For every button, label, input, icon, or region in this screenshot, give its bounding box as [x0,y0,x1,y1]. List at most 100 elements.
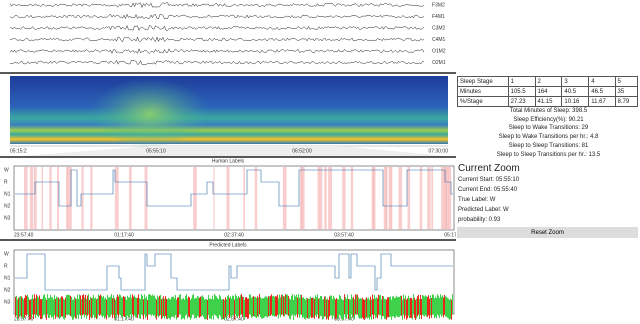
table-cell: %/Stage [457,96,509,107]
prob-bar [22,297,23,318]
eeg-trace [9,2,425,9]
prob-bar [377,298,378,319]
prob-bar [284,296,285,317]
prob-bar [259,294,260,315]
prob-bar [369,299,370,320]
prob-bar [194,298,195,319]
y-tick-label: N1 [4,191,11,197]
prob-bar [358,297,359,318]
prob-bar [401,295,402,316]
prob-bar [257,296,258,317]
prob-bar [90,296,91,317]
prob-bar [409,298,410,319]
prob-bar [256,298,257,319]
panel-title: Predicted Labels [209,242,247,248]
prob-bar [384,298,385,319]
prob-bar [285,294,286,315]
prob-bar [268,296,269,317]
prob-bar [347,294,348,315]
prob-bar [427,296,428,317]
reset-zoom[interactable]: Reset Zoom [457,227,638,239]
prob-bar [31,298,32,319]
prob-bar [200,296,201,317]
stat-line: Sleep to Sleep Transitions: 81 [508,142,589,149]
prob-bar [354,299,355,320]
prob-bar [161,299,162,320]
table-header: 3 [561,76,590,87]
prob-bar [96,299,97,320]
prob-bar [29,299,30,320]
prob-bar [147,299,148,320]
prob-bar [345,296,346,317]
prob-bar [220,296,221,317]
prob-bar [272,296,273,317]
prob-bar [234,299,235,320]
prob-bar [54,295,55,316]
prob-bar [83,294,84,315]
prob-bar [41,299,42,320]
stage-band [41,167,43,229]
prob-bar [35,298,36,319]
prob-bar [221,299,222,320]
prob-bar [56,296,57,317]
prob-bar [238,295,239,316]
prob-bar [255,296,256,317]
table-header: Sleep Stage [457,76,509,87]
prob-bar [232,295,233,316]
prob-bar [341,298,342,319]
prob-bar [374,295,375,316]
prob-bar [93,294,94,315]
prob-bar [436,298,437,319]
panel-title: Human Labels [212,158,245,164]
prob-bar [91,298,92,319]
prob-bar [446,296,447,317]
x-tick-label: 05:55:10 [146,148,166,154]
prob-bar [146,296,147,317]
y-tick-label: N3 [4,299,11,305]
table-cell: 27.23 [507,96,536,107]
stage-band [388,167,391,229]
prob-bar [410,297,411,318]
prob-bar [33,298,34,319]
prob-bar [72,299,73,320]
prob-bar [247,298,248,319]
prob-bar [356,294,357,315]
prob-bar [279,294,280,315]
prob-bar [163,296,164,317]
prob-bar [118,296,119,317]
prob-bar [313,297,314,318]
prob-bar [367,298,368,319]
table-header: 1 [507,76,536,87]
prob-bar [340,296,341,317]
prob-bar [51,297,52,318]
prob-bar [252,297,253,318]
prob-bar [42,298,43,319]
prob-bar [74,296,75,317]
prob-bar [441,296,442,317]
prob-bar [225,297,226,318]
table-header: 5 [614,76,639,87]
prob-bar [419,299,420,320]
prob-bar [212,295,213,316]
stage-table: Sleep Stage 1 2 3 4 5 Minutes 105.5 164 40.5 46.5 3… [457,76,639,107]
stat-line: Sleep to Sleep Transitions per hr.: 13.5 [496,151,601,158]
prob-bar [111,294,112,315]
prob-bar [224,299,225,320]
prob-bar [137,297,138,318]
prob-bar [84,297,85,318]
prob-bar [109,297,110,318]
prob-bar [249,294,250,315]
spectrogram-blob [90,74,210,146]
prob-bar [418,294,419,315]
stage-band [317,167,320,229]
prob-bar [348,298,349,319]
prob-bar [135,297,136,318]
stage-band [391,167,393,229]
prob-bar [398,297,399,318]
channel-label: C3M2 [432,25,446,31]
prob-bar [67,294,68,315]
prob-bar [303,297,304,318]
prob-bar [366,297,367,318]
spectrogram [10,76,448,144]
prob-bar [274,296,275,317]
